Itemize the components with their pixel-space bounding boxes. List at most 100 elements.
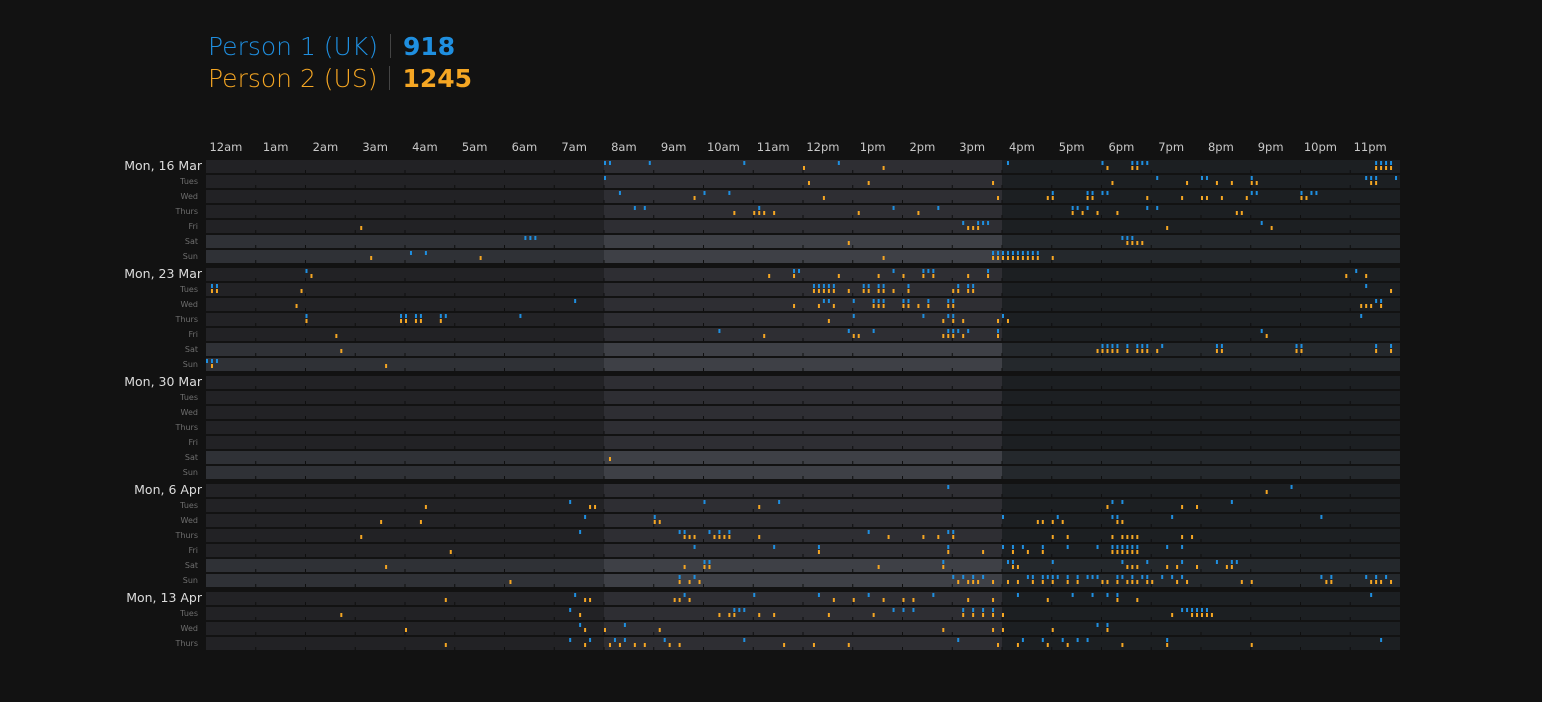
row-band-early	[206, 328, 604, 341]
person-2-message-mark	[1265, 334, 1268, 338]
row-band-early	[206, 283, 604, 296]
day-label: Tues	[179, 609, 198, 618]
person-1-message-mark	[1370, 176, 1373, 180]
person-2-message-mark	[1191, 535, 1194, 539]
person-1-message-mark	[987, 269, 990, 273]
person-1-message-mark	[1041, 575, 1044, 579]
hour-tick-label: 12pm	[806, 140, 839, 154]
person-1-message-mark	[837, 161, 840, 165]
person-1-message-mark	[1390, 344, 1393, 348]
person-2-message-mark	[947, 304, 950, 308]
person-2-message-mark	[1370, 304, 1373, 308]
person-1-message-mark	[1041, 545, 1044, 549]
person-1-message-mark	[997, 329, 1000, 333]
person-2-message-mark	[847, 643, 850, 647]
person-2-message-mark	[1066, 535, 1069, 539]
person-2-message-mark	[1230, 565, 1233, 569]
person-2-message-mark	[932, 274, 935, 278]
person-1-message-mark	[877, 284, 880, 288]
hour-tick-label: 8pm	[1208, 140, 1234, 154]
person-2-message-mark	[1116, 211, 1119, 215]
row-band-early	[206, 250, 604, 263]
person-2-message-mark	[793, 274, 796, 278]
person-2-message-mark	[1250, 643, 1253, 647]
person-2-message-mark	[1250, 181, 1253, 185]
person-1-message-mark	[1156, 176, 1159, 180]
person-2-message-mark	[718, 535, 721, 539]
person-1-message-mark	[932, 269, 935, 273]
person-1-message-mark	[1171, 575, 1174, 579]
person-1-message-mark	[862, 284, 865, 288]
row-band-early	[206, 607, 604, 620]
person-1-message-mark	[1250, 191, 1253, 195]
person-2-message-mark	[1046, 196, 1049, 200]
person-1-message-mark	[1006, 560, 1009, 564]
person-1-message-mark	[405, 314, 407, 318]
person-2-message-mark	[1046, 598, 1049, 602]
person-1-message-mark	[1320, 515, 1323, 519]
day-label: Fri	[188, 438, 198, 447]
person-1-message-mark	[1166, 638, 1169, 642]
person-1-message-mark	[952, 575, 955, 579]
week-label: Mon, 16 Mar	[124, 158, 203, 173]
person-2-message-mark	[678, 598, 681, 602]
row-band-shared-hours	[604, 358, 1002, 371]
person-1-message-mark	[1066, 575, 1069, 579]
legend-person-2[interactable]: Person 2 (US) 1245	[208, 62, 472, 94]
person-1-message-mark	[623, 638, 626, 642]
person-2-message-mark	[733, 211, 736, 215]
person-1-message-mark	[728, 191, 731, 195]
person-2-message-mark	[1136, 565, 1139, 569]
person-2-message-mark	[678, 643, 681, 647]
person-1-message-mark	[648, 161, 651, 165]
person-2-message-mark	[1375, 166, 1378, 170]
person-2-message-mark	[300, 289, 303, 293]
person-2-message-mark	[1091, 196, 1094, 200]
row-band-late	[1002, 220, 1400, 233]
person-1-message-mark	[210, 284, 213, 288]
person-1-message-mark	[529, 236, 532, 240]
person-2-message-mark	[817, 550, 820, 554]
person-2-message-mark	[857, 211, 860, 215]
person-2-message-mark	[982, 550, 985, 554]
person-1-message-mark	[643, 206, 646, 210]
row-band-late	[1002, 514, 1400, 527]
person-2-message-mark	[1106, 580, 1109, 584]
row-band-early	[206, 637, 604, 650]
person-2-message-mark	[807, 181, 810, 185]
row-band-shared-hours	[604, 175, 1002, 188]
person-1-message-mark	[708, 560, 711, 564]
person-2-message-mark	[703, 565, 706, 569]
person-2-message-mark	[1126, 349, 1129, 353]
person-2-message-mark	[872, 613, 875, 617]
person-1-message-mark	[1016, 593, 1019, 597]
person-1-message-mark	[1096, 623, 1099, 627]
row-band-late	[1002, 544, 1400, 557]
person-1-message-mark	[907, 284, 910, 288]
person-2-message-mark	[1051, 628, 1054, 632]
person-1-message-mark	[753, 593, 756, 597]
person-2-message-mark	[673, 598, 676, 602]
person-2-message-mark	[1106, 349, 1109, 353]
person-1-message-mark	[1002, 251, 1004, 255]
person-2-message-mark	[992, 628, 995, 632]
person-1-message-mark	[1026, 575, 1029, 579]
person-2-message-mark	[877, 289, 880, 293]
person-1-message-mark	[1230, 560, 1233, 564]
person-1-message-mark	[1056, 575, 1059, 579]
person-2-message-mark	[972, 226, 975, 230]
person-1-message-mark	[728, 530, 731, 534]
person-2-message-mark	[584, 643, 587, 647]
person-1-message-mark	[1071, 206, 1074, 210]
person-2-message-mark	[1325, 580, 1328, 584]
person-2-message-mark	[882, 304, 885, 308]
person-1-message-mark	[957, 638, 960, 642]
person-2-message-mark	[643, 643, 646, 647]
person-2-message-mark	[1146, 580, 1149, 584]
person-2-message-mark	[773, 211, 776, 215]
person-2-message-mark	[1036, 520, 1039, 524]
legend-person-1[interactable]: Person 1 (UK) 918	[208, 30, 472, 62]
person-1-message-mark	[997, 251, 1000, 255]
person-2-message-mark	[1116, 520, 1119, 524]
person-1-message-mark	[1385, 575, 1388, 579]
